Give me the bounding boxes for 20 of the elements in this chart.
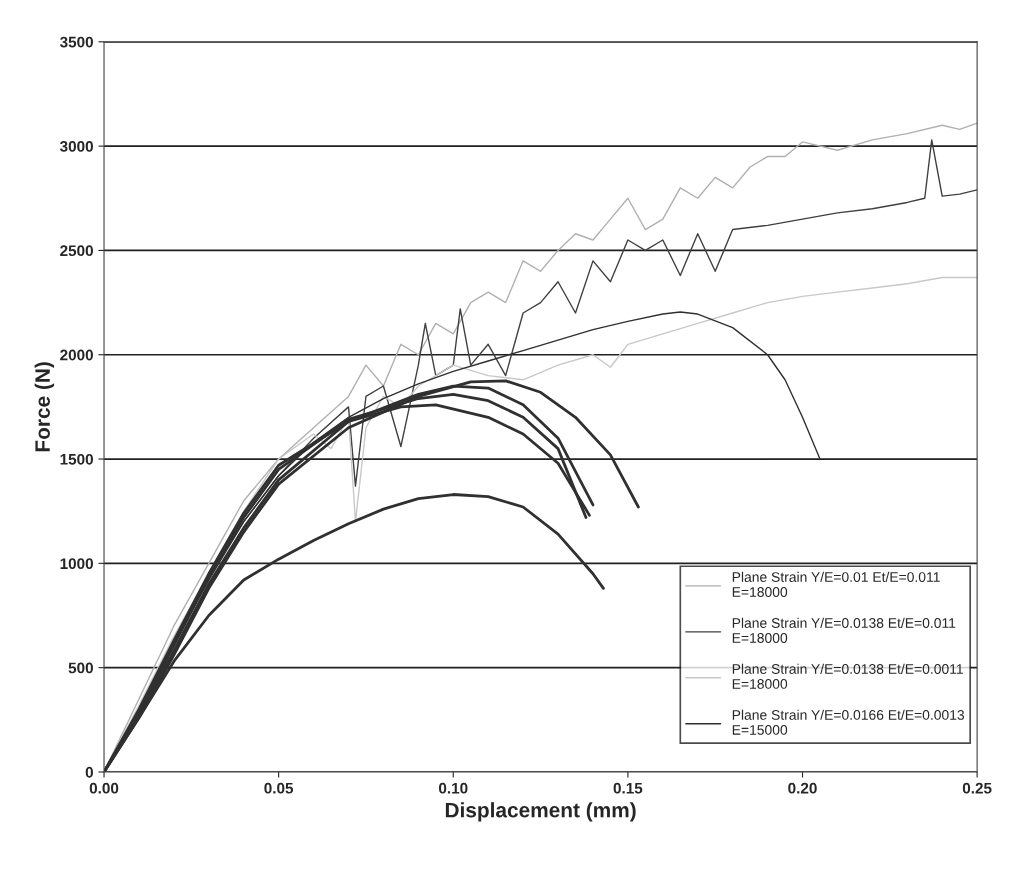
- y-tick-label: 3500: [59, 36, 93, 48]
- legend-label: Plane Strain Y/E=0.0138 Et/E=0.011 E=18000: [732, 617, 956, 643]
- legend-label: Plane Strain Y/E=0.01 Et/E=0.011 E=18000: [732, 571, 940, 597]
- y-axis-title: Force (N): [34, 362, 55, 452]
- y-tick-label: 2000: [60, 349, 93, 361]
- x-tick-label: 0.00: [89, 782, 119, 794]
- x-tick-label: 0.10: [439, 782, 468, 794]
- y-tick-label: 0: [85, 766, 93, 778]
- x-tick-label: 0.15: [613, 782, 643, 794]
- y-tick-label: 3000: [59, 140, 93, 152]
- y-tick-label: 1000: [60, 558, 93, 570]
- legend-label: Plane Strain Y/E=0.0166 Et/E=0.0013 E=15000: [732, 709, 965, 735]
- y-tick-label: 2500: [60, 245, 93, 257]
- x-axis-title: Displacement (mm): [445, 802, 636, 822]
- legend-label: Plane Strain Y/E=0.0138 Et/E=0.0011 E=18000: [732, 663, 963, 689]
- x-tick-label: 0.25: [962, 782, 992, 794]
- y-tick-label: 500: [68, 662, 93, 674]
- y-tick-label: 1500: [60, 453, 93, 465]
- x-tick-label: 0.20: [788, 782, 817, 794]
- x-tick-label: 0.05: [264, 782, 294, 794]
